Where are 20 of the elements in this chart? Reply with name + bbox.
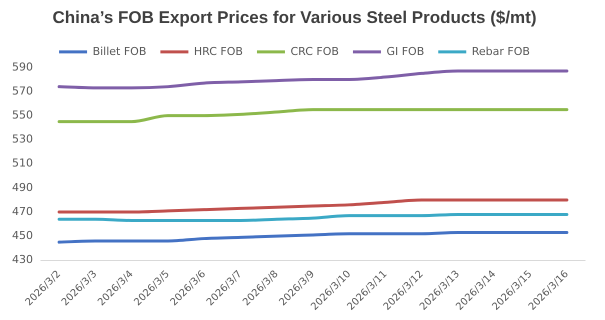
y-tick-label: 450 <box>12 229 33 242</box>
legend-label: GI FOB <box>386 44 424 58</box>
y-tick-label: 590 <box>12 60 33 74</box>
y-tick-label: 570 <box>12 84 33 98</box>
y-tick-label: 490 <box>12 180 33 194</box>
chart-title: China’s FOB Export Prices for Various Steel Products ($/mt) <box>52 8 536 27</box>
legend-label: Rebar FOB <box>472 44 530 58</box>
line-series <box>58 198 568 214</box>
line-series <box>58 231 568 244</box>
legend-label: HRC FOB <box>194 44 243 58</box>
legend-label: Billet FOB <box>92 44 146 58</box>
y-tick-label: 530 <box>12 132 33 146</box>
y-tick-label: 550 <box>12 108 33 122</box>
y-tick-label: 510 <box>12 156 33 170</box>
y-tick-label: 430 <box>12 253 33 266</box>
y-tick-label: 470 <box>12 204 33 218</box>
line-series <box>58 212 568 222</box>
legend-label: CRC FOB <box>290 44 339 58</box>
line-series <box>58 70 568 90</box>
line-series <box>58 108 568 124</box>
